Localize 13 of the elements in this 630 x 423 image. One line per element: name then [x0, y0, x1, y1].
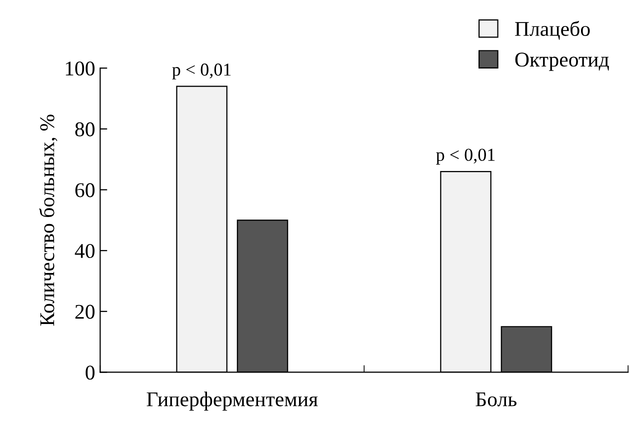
legend-label: Октреотид [515, 52, 609, 71]
annotation: p < 0,01 [436, 148, 495, 165]
y-tick-label: 20 [75, 304, 95, 319]
annotation: p < 0,01 [172, 64, 231, 80]
x-tick-label: Гиперферментемия [146, 392, 318, 411]
x-tick-label: Боль [476, 392, 516, 406]
y-tick-label: 80 [75, 122, 95, 136]
y-tick-label: 40 [74, 244, 95, 258]
y-tick-label: 0 [86, 366, 95, 380]
y-tick-label: 60 [75, 183, 95, 198]
y-axis-title: Количество больных, % [39, 114, 58, 326]
legend-label: Плацебо [515, 20, 590, 40]
y-tick-label: 100 [66, 61, 95, 76]
